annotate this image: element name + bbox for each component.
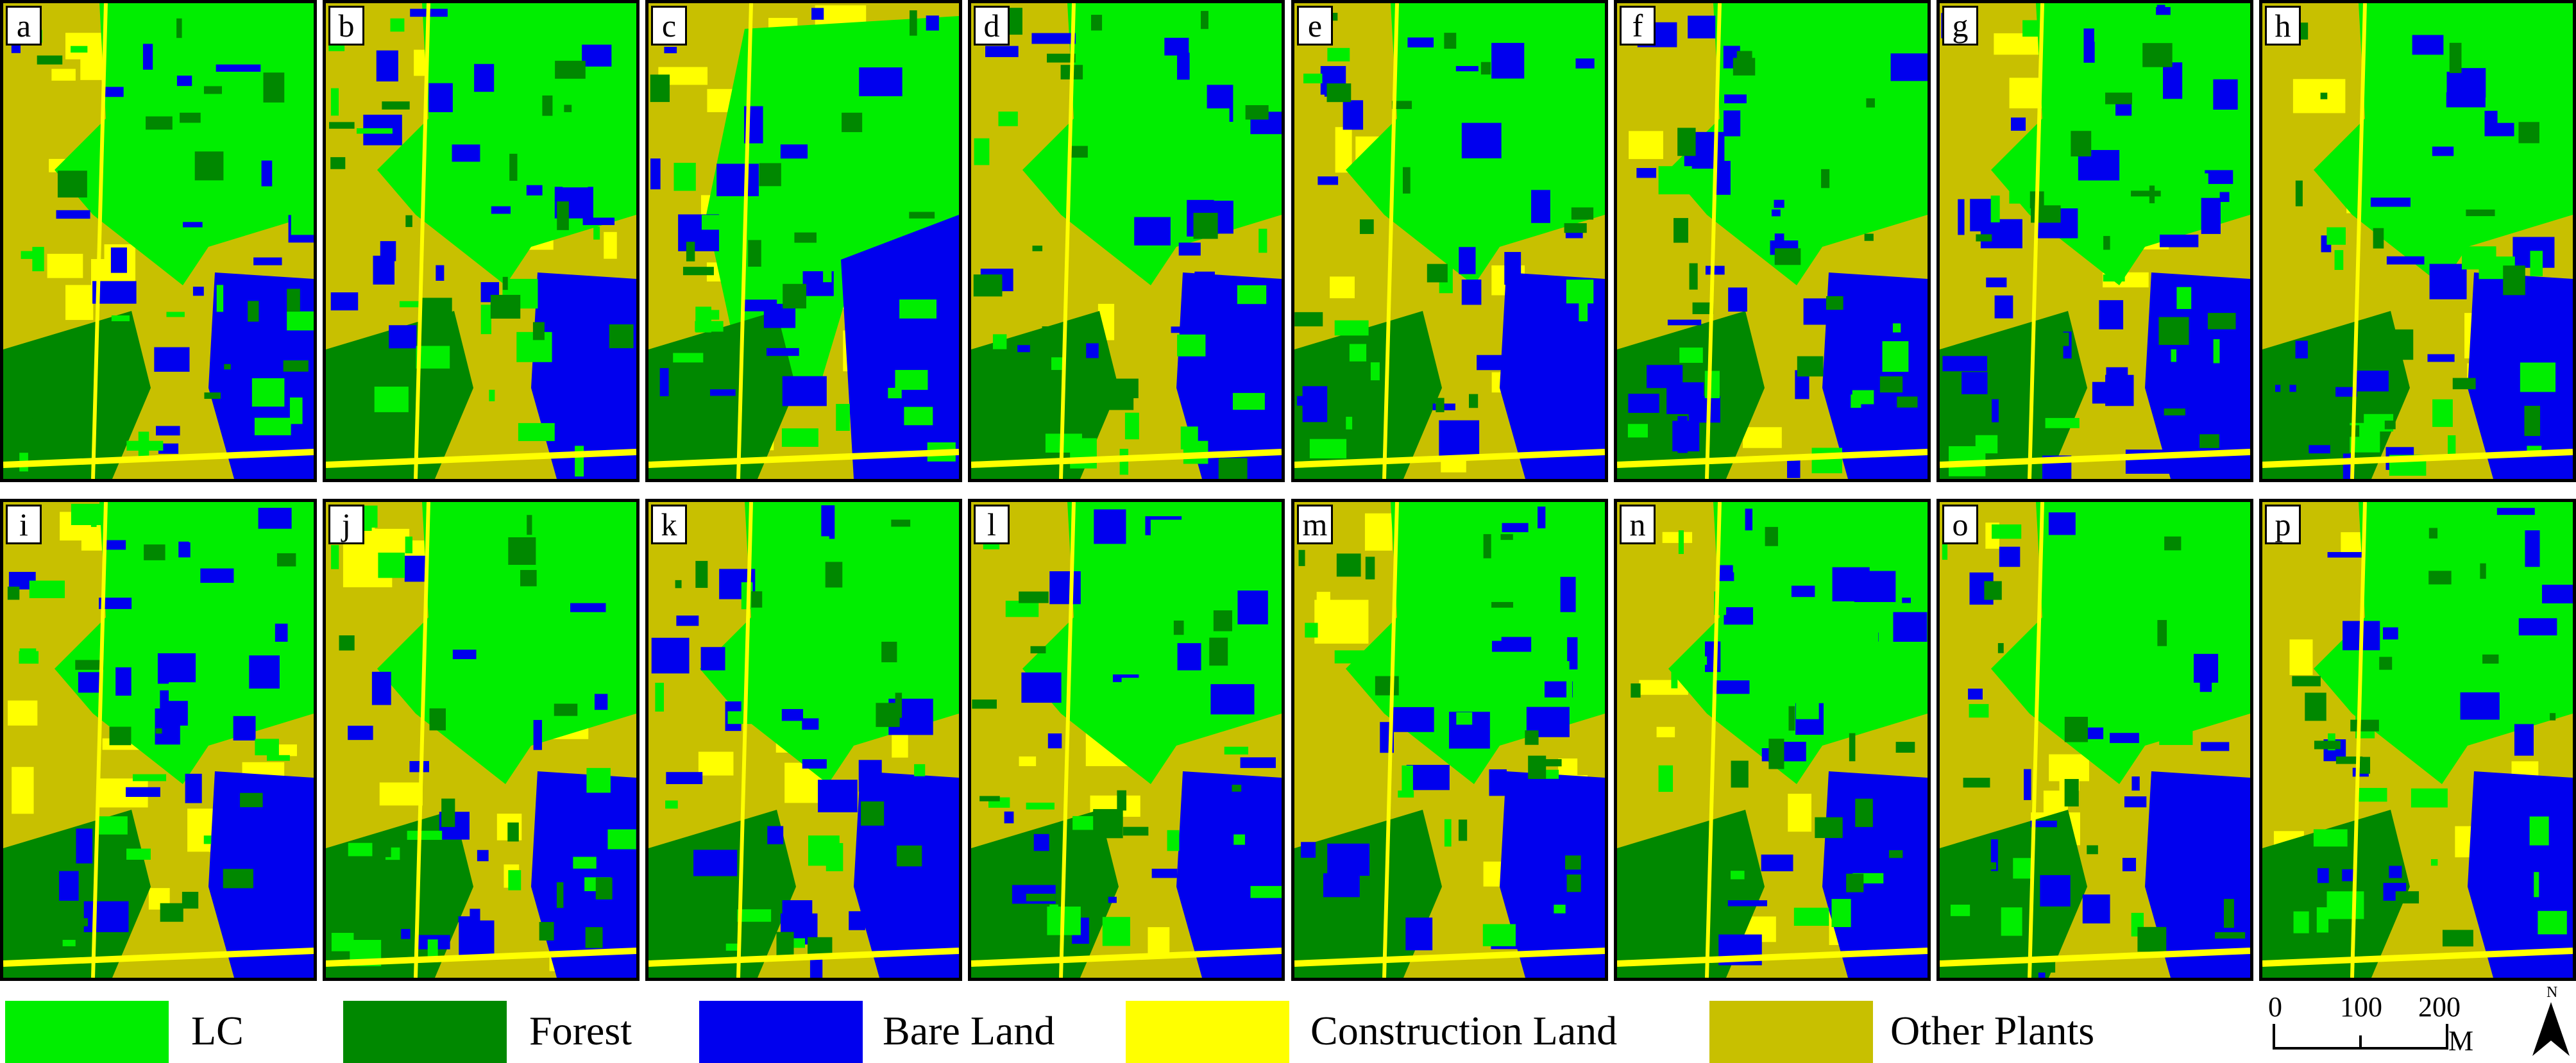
scale-tick-200: 200 <box>2418 991 2461 1023</box>
classification-map <box>3 3 314 479</box>
panel-label-f: f <box>1620 6 1656 46</box>
panel-label-h: h <box>2265 6 2301 46</box>
panel-label-a: a <box>6 6 42 46</box>
panel-label-e: e <box>1297 6 1333 46</box>
map-panel-l: l <box>968 499 1285 981</box>
classification-map <box>648 502 959 978</box>
classification-map <box>2262 502 2573 978</box>
classification-map <box>3 502 314 978</box>
map-panel-g: g <box>1936 0 2253 482</box>
classification-map <box>648 3 959 479</box>
map-panel-k: k <box>645 499 962 981</box>
map-panel-p: p <box>2259 499 2576 981</box>
scale-tick-0: 0 <box>2268 991 2282 1023</box>
classification-map <box>1617 502 1928 978</box>
map-panel-j: j <box>323 499 640 981</box>
panel-label-c: c <box>651 6 687 46</box>
panel-label-l: l <box>974 505 1010 544</box>
legend-swatch-construction-land <box>1126 1001 1289 1063</box>
north-label: N <box>2546 984 2558 1001</box>
map-panel-c: c <box>645 0 962 482</box>
legend-label-bare-land: Bare Land <box>883 1008 1055 1053</box>
map-panel-i: i <box>0 499 317 981</box>
north-arrow-icon <box>2532 1002 2570 1056</box>
map-panel-e: e <box>1291 0 1608 482</box>
scale-bar: 0 100 200 M <box>2264 991 2474 1060</box>
map-panel-f: f <box>1614 0 1931 482</box>
north-arrow: N <box>2529 984 2573 1060</box>
legend-swatch-lc <box>5 1001 169 1063</box>
classification-map <box>326 502 636 978</box>
scale-unit: M <box>2448 1025 2474 1057</box>
legend-swatch-bare-land <box>699 1001 863 1063</box>
classification-map <box>971 3 1282 479</box>
classification-map <box>1294 3 1605 479</box>
scale-tick-100: 100 <box>2340 991 2382 1023</box>
panel-label-i: i <box>6 505 42 544</box>
legend-label-other-plants: Other Plants <box>1890 1008 2095 1053</box>
legend-label-construction-land: Construction Land <box>1310 1008 1618 1053</box>
classification-map <box>971 502 1282 978</box>
panel-label-k: k <box>651 505 687 544</box>
legend-label-forest: Forest <box>529 1008 632 1053</box>
classification-map <box>1940 3 2250 479</box>
map-panel-grid: a b c d e f g h i j k l m n o p <box>0 0 2576 981</box>
legend: LC Forest Bare Land Construction Land Ot… <box>0 991 2181 1063</box>
legend-swatch-forest <box>343 1001 507 1063</box>
classification-map <box>1294 502 1605 978</box>
classification-map <box>1940 502 2250 978</box>
panel-label-d: d <box>974 6 1010 46</box>
map-panel-d: d <box>968 0 1285 482</box>
panel-label-p: p <box>2265 505 2301 544</box>
map-panel-o: o <box>1936 499 2253 981</box>
panel-label-o: o <box>1942 505 1978 544</box>
panel-label-j: j <box>328 505 364 544</box>
panel-label-b: b <box>328 6 364 46</box>
map-panel-a: a <box>0 0 317 482</box>
legend-swatch-other-plants <box>1709 1001 1873 1063</box>
panel-label-g: g <box>1942 6 1978 46</box>
map-panel-h: h <box>2259 0 2576 482</box>
classification-map <box>2262 3 2573 479</box>
map-panel-b: b <box>323 0 640 482</box>
panel-label-m: m <box>1297 505 1333 544</box>
map-panel-m: m <box>1291 499 1608 981</box>
scale-bar-line <box>2273 1024 2448 1050</box>
legend-label-lc: LC <box>191 1008 244 1053</box>
classification-map <box>1617 3 1928 479</box>
map-panel-n: n <box>1614 499 1931 981</box>
classification-map <box>326 3 636 479</box>
panel-label-n: n <box>1620 505 1656 544</box>
